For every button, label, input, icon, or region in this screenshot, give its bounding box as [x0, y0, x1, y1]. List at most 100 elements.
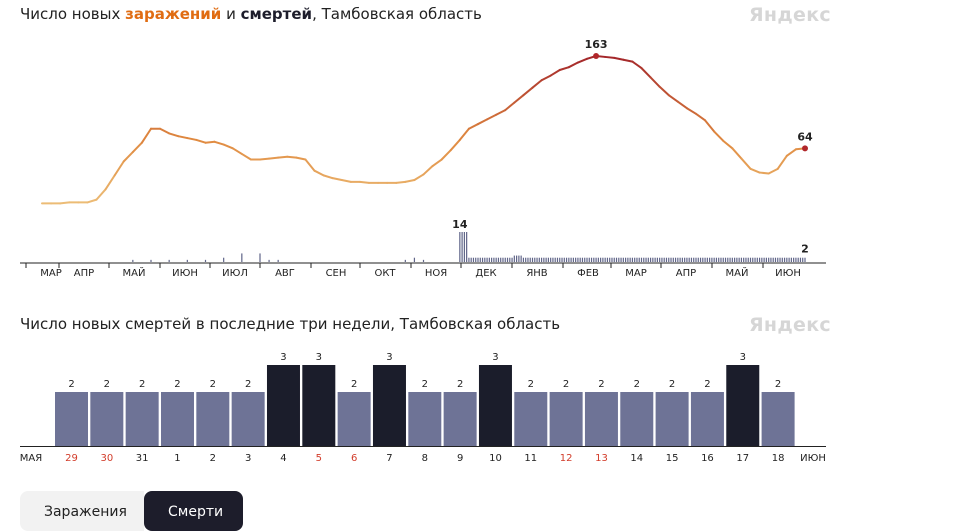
- death-bar: [538, 257, 540, 262]
- death-day-value: 2: [634, 379, 640, 390]
- death-bar: [579, 257, 581, 262]
- death-bar: [204, 259, 207, 262]
- death-bar: [459, 232, 461, 262]
- death-day-value: 3: [492, 352, 498, 363]
- death-bar: [706, 257, 708, 262]
- day-label: 11: [524, 453, 537, 464]
- infections-line-segment: [95, 188, 107, 201]
- x-tick-label: АПР: [676, 268, 696, 279]
- death-bar: [536, 257, 538, 262]
- death-bar: [470, 257, 472, 262]
- death-bar: [720, 257, 722, 262]
- day-label: 29: [65, 453, 78, 464]
- infections-line-segment: [304, 158, 316, 172]
- deaths-chart-title: Число новых смертей в последние три неде…: [20, 315, 561, 333]
- death-bar: [618, 257, 620, 262]
- death-bar: [802, 257, 804, 262]
- day-label: 13: [595, 453, 608, 464]
- death-day-bar: [125, 392, 159, 446]
- infections-line-segment: [431, 158, 443, 168]
- death-day-bar: [478, 365, 512, 446]
- death-day-value: 3: [280, 352, 286, 363]
- death-bar: [647, 257, 649, 262]
- death-bar: [774, 257, 777, 262]
- infections-line-segment: [758, 171, 770, 175]
- infections-line-segment: [640, 67, 652, 79]
- infections-chart: 163 64 14 2 МАР АПР МАЙ ИЮН ИЮЛ АВГ СЕН ОКТ НОЯ ДЕК ЯН…: [20, 38, 826, 279]
- tab-deaths[interactable]: Смерти: [144, 491, 243, 531]
- death-bar: [688, 257, 690, 262]
- death-bar: [593, 257, 595, 262]
- x-tick-label: ОКТ: [374, 268, 396, 279]
- death-bar: [506, 257, 509, 262]
- yandex-logo: Яндекс: [749, 4, 831, 26]
- infections-line-segment: [613, 56, 625, 61]
- infections-line-segment: [222, 143, 234, 150]
- infections-line-segment: [168, 132, 180, 138]
- day-label: 6: [351, 453, 357, 464]
- death-bar: [502, 257, 504, 262]
- death-bar: [602, 257, 604, 262]
- infections-line-segment: [713, 130, 725, 142]
- death-bar: [559, 257, 561, 262]
- death-day-bar: [372, 365, 406, 446]
- infections-line-segment: [440, 149, 452, 161]
- infections-line-segment: [458, 127, 470, 141]
- death-bar: [729, 257, 731, 262]
- infections-line-segment: [522, 86, 534, 97]
- death-bar: [529, 257, 531, 262]
- death-bar: [770, 257, 772, 262]
- infections-line-segment: [467, 123, 479, 130]
- yandex-logo-bottom: Яндекс: [749, 314, 831, 336]
- death-bar: [516, 255, 518, 262]
- death-bar: [527, 257, 529, 262]
- death-day-bar: [620, 392, 654, 446]
- death-bar: [652, 257, 654, 262]
- death-bar: [631, 257, 634, 262]
- death-day-value: 2: [351, 379, 357, 390]
- death-bar: [563, 257, 565, 262]
- death-day-value: 2: [104, 379, 110, 390]
- death-bar: [677, 257, 679, 262]
- death-bar: [640, 257, 643, 262]
- death-bar: [488, 257, 490, 262]
- month-label-left: МАЯ: [20, 453, 42, 464]
- death-bar: [545, 257, 547, 262]
- x-tick-label: МАР: [40, 268, 62, 279]
- death-bar: [693, 257, 695, 262]
- death-bar: [543, 257, 545, 262]
- death-bar: [575, 257, 577, 262]
- day-label: 12: [560, 453, 573, 464]
- death-day-bar: [726, 365, 760, 446]
- infections-line-segment: [322, 174, 334, 180]
- death-bar: [475, 257, 477, 262]
- death-bar: [625, 257, 627, 262]
- death-bar: [586, 257, 588, 262]
- death-bar: [702, 257, 704, 262]
- death-bar: [477, 257, 479, 262]
- infections-line-segment: [86, 198, 98, 204]
- death-bar: [718, 257, 720, 262]
- death-bar: [690, 257, 693, 262]
- death-bar: [709, 257, 711, 262]
- death-bar: [659, 257, 661, 262]
- death-day-bar: [584, 392, 618, 446]
- infections-line-segment: [576, 57, 588, 64]
- death-day-value: 2: [422, 379, 428, 390]
- death-bar: [634, 257, 636, 262]
- title-mid: и: [221, 5, 241, 23]
- title-prefix: Число новых: [20, 5, 126, 23]
- death-bar: [781, 257, 783, 262]
- death-bar: [636, 257, 638, 262]
- death-bar: [627, 257, 629, 262]
- death-bar: [699, 257, 702, 262]
- death-bar: [779, 257, 781, 262]
- death-bar: [656, 257, 658, 262]
- infections-line-segment: [204, 140, 216, 144]
- infections-line-segment: [358, 180, 370, 184]
- death-bar: [525, 257, 527, 262]
- death-bar: [520, 255, 522, 262]
- tab-infections[interactable]: Заражения: [20, 491, 144, 531]
- day-label: 15: [666, 453, 679, 464]
- title-deaths-word: смертей: [240, 5, 313, 23]
